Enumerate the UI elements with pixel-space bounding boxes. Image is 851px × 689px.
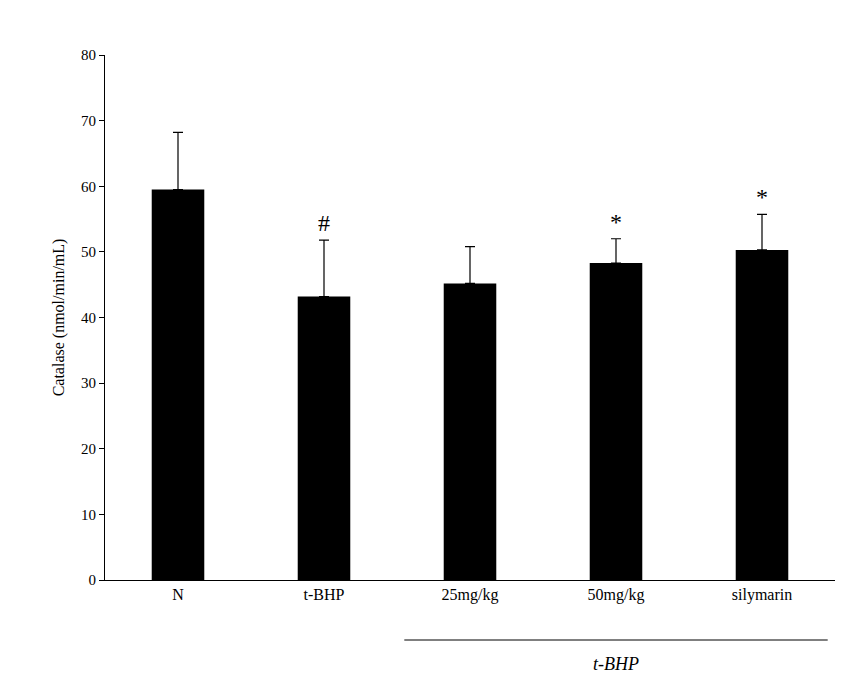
svg-text:silymarin: silymarin	[732, 586, 792, 604]
svg-text:60: 60	[81, 179, 96, 195]
svg-text:20: 20	[81, 441, 96, 457]
svg-text:50: 50	[81, 244, 96, 260]
svg-text:*: *	[756, 184, 768, 210]
svg-text:N: N	[172, 586, 184, 603]
svg-text:50mg/kg: 50mg/kg	[588, 586, 645, 604]
svg-text:#: #	[318, 210, 330, 236]
svg-text:0: 0	[89, 572, 97, 588]
svg-text:t-BHP: t-BHP	[593, 654, 639, 674]
svg-text:70: 70	[81, 113, 96, 129]
svg-text:*: *	[610, 209, 622, 235]
svg-text:t-BHP: t-BHP	[304, 586, 345, 603]
svg-text:80: 80	[81, 47, 96, 63]
svg-text:25mg/kg: 25mg/kg	[442, 586, 499, 604]
svg-text:10: 10	[81, 507, 96, 523]
svg-text:Catalase (nmol/min/mL): Catalase (nmol/min/mL)	[50, 239, 68, 397]
svg-text:40: 40	[81, 310, 96, 326]
svg-text:30: 30	[81, 375, 96, 391]
